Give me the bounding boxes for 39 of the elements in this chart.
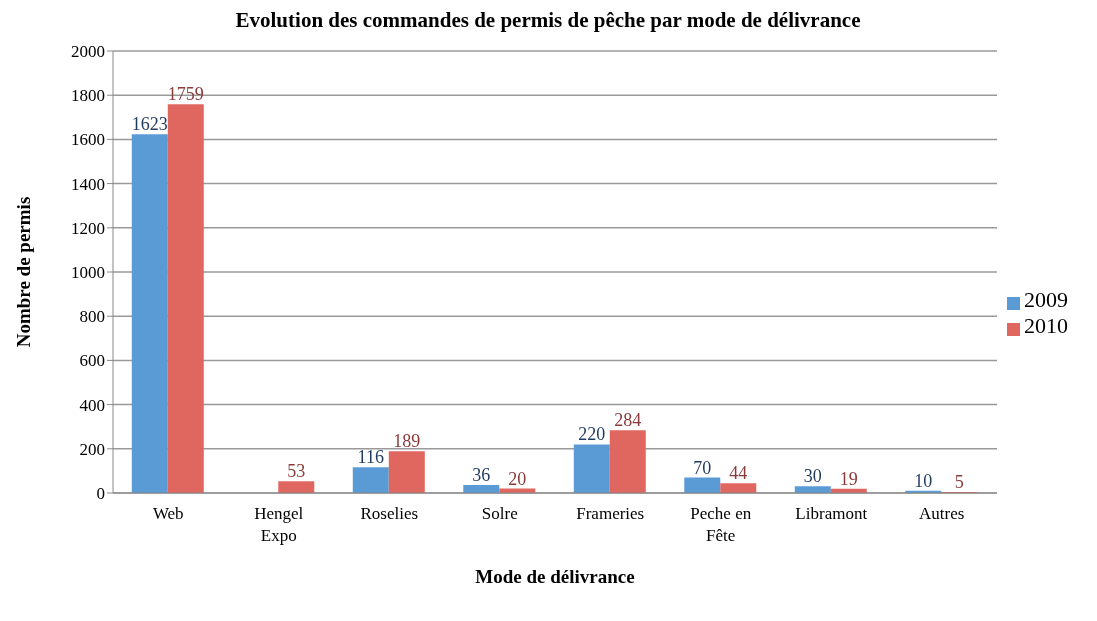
y-tick-label: 800 [79,307,105,327]
y-tick-label: 1200 [71,218,105,238]
x-tick-label: Peche en Fête [690,504,752,545]
data-label: 220 [578,424,606,445]
data-label: 1623 [131,114,168,135]
legend-label: 2009 [1024,287,1068,312]
data-label: 189 [393,431,421,452]
x-tick-label: Autres [919,504,965,523]
y-tick-label: 1000 [71,263,105,283]
data-label: 19 [839,468,858,489]
x-tick-label: Web [152,504,184,523]
data-label: 1759 [167,84,204,105]
chart-title: Evolution des commandes de permis de pêche par mode de délivrance [234,8,862,33]
x-tick-label: Roselies [360,504,419,523]
y-tick-label: 400 [79,395,105,415]
y-tick-label: 600 [79,351,105,371]
x-tick-label: Libramont [795,504,868,523]
data-label: 36 [472,465,491,486]
y-axis-title: Nombre de permis [12,196,34,348]
y-tick-label: 1400 [71,174,105,194]
x-tick-label: Frameries [576,504,645,523]
y-tick-label: 1600 [71,130,105,150]
data-label: 30 [803,466,822,487]
y-tick-label: 2000 [71,42,105,62]
data-label: 116 [357,447,384,468]
data-label: 20 [508,468,527,489]
y-tick-label: 1800 [71,86,105,106]
data-label: 70 [693,457,712,478]
data-label: 10 [914,470,933,491]
data-label: 44 [729,463,748,484]
x-axis-title: Mode de délivrance [475,566,635,587]
legend-label: 2010 [1024,313,1068,338]
data-label: 5 [954,471,964,492]
data-label: 284 [614,410,642,431]
x-tick-label: Hengel Expo [254,504,304,545]
x-tick-label: Solre [481,504,518,523]
y-tick-label: 0 [96,484,105,504]
y-tick-label: 200 [79,439,105,459]
data-label: 53 [287,461,306,482]
